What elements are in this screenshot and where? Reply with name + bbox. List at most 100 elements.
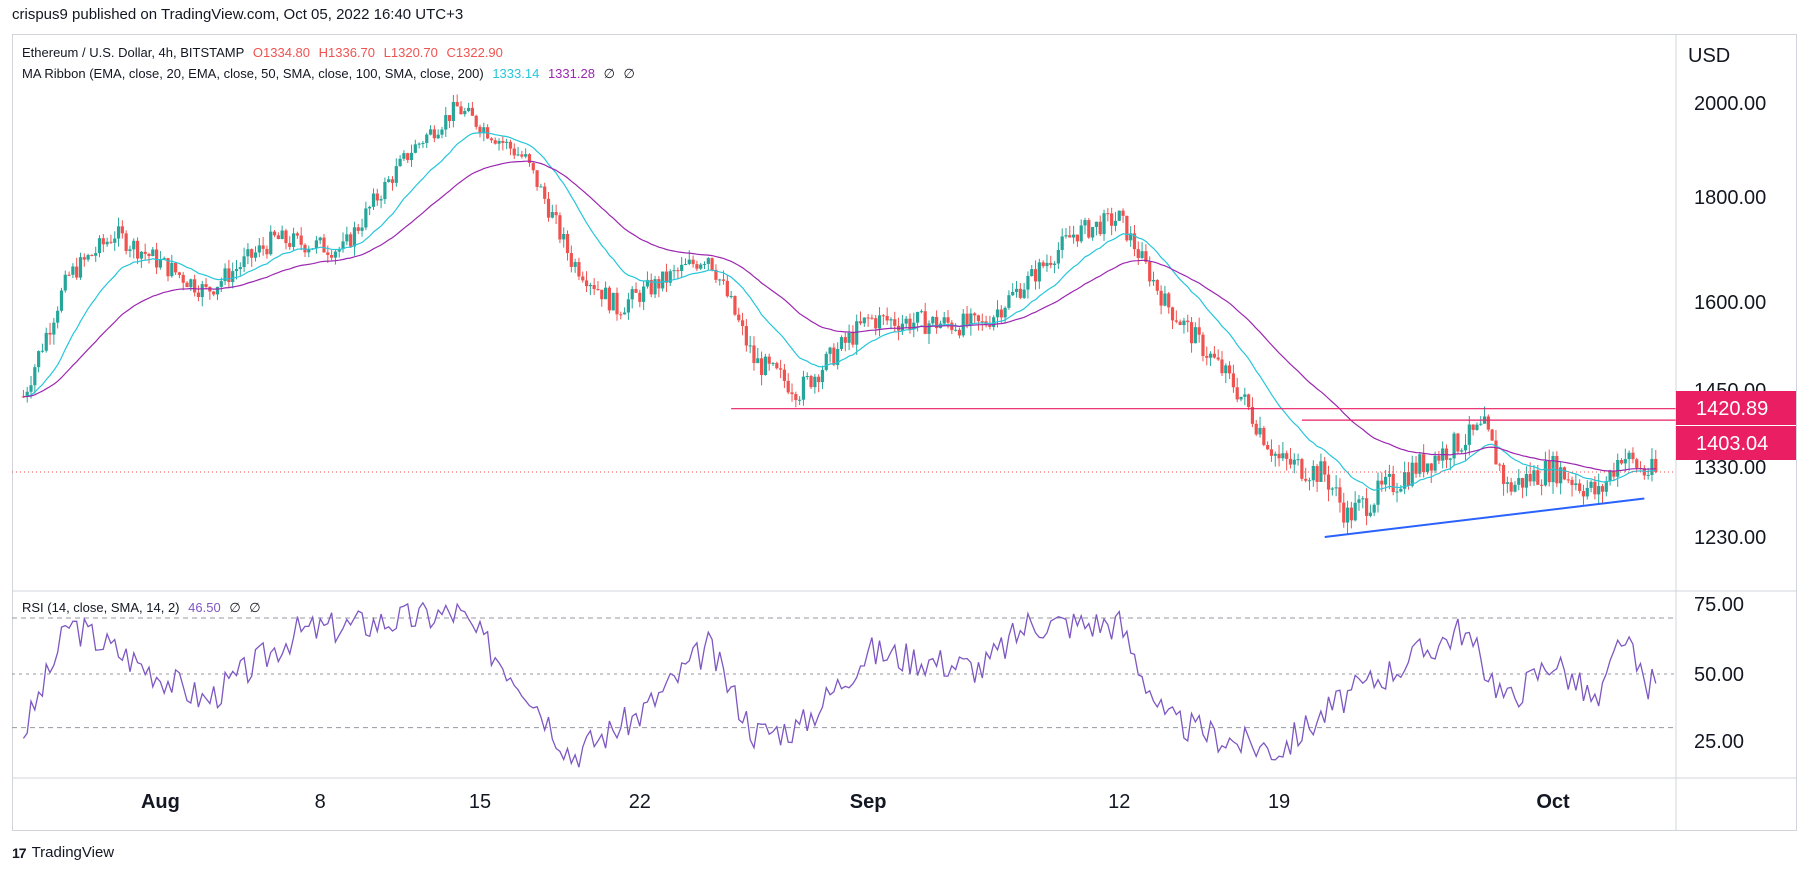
candle-body xyxy=(402,153,406,159)
candle-body xyxy=(1228,365,1232,374)
candle-body xyxy=(135,240,140,259)
candle-body xyxy=(170,262,174,277)
candle-body xyxy=(193,279,197,293)
candle-body xyxy=(1532,470,1536,482)
candle-body xyxy=(158,259,162,268)
rsi-label[interactable]: RSI (14, close, SMA, 14, 2) xyxy=(22,600,180,615)
candle-body xyxy=(1581,491,1586,497)
candle-body xyxy=(333,251,338,258)
candle-body xyxy=(832,347,836,365)
candle-body xyxy=(847,332,851,343)
candle-body xyxy=(1060,236,1064,250)
candle-body xyxy=(189,279,193,288)
tradingview-logo-icon[interactable]: 17 xyxy=(12,844,27,861)
candle-body xyxy=(1543,460,1548,486)
candle-body xyxy=(1155,279,1159,291)
candle-body xyxy=(124,233,128,251)
candle-body xyxy=(1178,321,1182,326)
candle-body xyxy=(1501,464,1506,484)
candle-body xyxy=(1307,480,1312,482)
candle-body xyxy=(976,315,981,322)
candle-body xyxy=(1612,470,1616,477)
candle-body xyxy=(1452,433,1456,459)
ma-ribbon-label[interactable]: MA Ribbon (EMA, close, 20, EMA, close, 5… xyxy=(22,66,484,81)
candle-body xyxy=(1403,472,1407,489)
candle-body xyxy=(634,289,638,293)
candle-body xyxy=(288,243,292,247)
candle-body xyxy=(1129,233,1133,241)
candle-body xyxy=(1254,423,1258,435)
candle-body xyxy=(1094,221,1099,227)
candle-body xyxy=(364,208,368,228)
candle-body xyxy=(946,317,950,323)
candle-body xyxy=(535,170,539,187)
candle-body xyxy=(508,141,513,149)
candle-body xyxy=(1593,481,1597,495)
candle-body xyxy=(139,251,143,259)
candle-body xyxy=(1384,476,1388,485)
candle-body xyxy=(828,347,832,354)
level-badge xyxy=(1676,426,1796,460)
candle-body xyxy=(1520,478,1525,488)
candle-body xyxy=(1159,290,1163,306)
ema20-value: 1333.14 xyxy=(492,66,540,81)
candle-body xyxy=(565,233,570,254)
candle-body xyxy=(59,290,64,311)
candle-body xyxy=(554,212,558,216)
rsi-tick-label: 50.00 xyxy=(1694,664,1744,686)
candle-body xyxy=(1064,235,1068,237)
footer-brand[interactable]: TradingView xyxy=(31,844,115,861)
candle-body xyxy=(75,266,79,278)
candle-body xyxy=(421,143,425,145)
candle-body xyxy=(855,321,859,345)
candle-body xyxy=(1041,262,1045,267)
candle-body xyxy=(1486,416,1490,430)
symbol-title[interactable]: Ethereum / U.S. Dollar, 4h, BITSTAMP xyxy=(22,45,245,60)
candle-body xyxy=(1018,288,1022,298)
candle-body xyxy=(714,269,718,280)
candle-body xyxy=(375,193,379,201)
candle-body xyxy=(177,272,182,275)
candle-body xyxy=(1087,220,1091,238)
candle-body xyxy=(1247,394,1251,407)
candle-body xyxy=(1566,479,1570,481)
candle-body xyxy=(1600,486,1605,492)
candle-body xyxy=(166,258,170,277)
candle-body xyxy=(185,282,189,288)
footer: 17 TradingView xyxy=(12,844,114,861)
candle-body xyxy=(885,315,889,321)
candle-body xyxy=(1410,462,1414,486)
candle-body xyxy=(1296,459,1300,461)
candle-body xyxy=(992,317,996,328)
candle-body xyxy=(444,115,448,130)
candle-body xyxy=(1654,458,1658,472)
candle-body xyxy=(257,245,261,253)
candle-body xyxy=(1372,504,1376,513)
time-tick-label: 8 xyxy=(315,791,326,813)
candle-body xyxy=(1045,262,1049,267)
candle-body xyxy=(615,292,619,315)
candle-body xyxy=(1619,460,1624,464)
candle-body xyxy=(1589,481,1593,488)
candle-body xyxy=(78,257,83,278)
chart-frame[interactable] xyxy=(12,34,1797,831)
candle-body xyxy=(763,356,767,376)
candle-body xyxy=(1418,454,1422,474)
candle-body xyxy=(649,279,653,295)
candle-body xyxy=(836,349,840,365)
candle-body xyxy=(1345,507,1350,523)
candle-body xyxy=(657,279,661,289)
candle-body xyxy=(820,369,825,383)
candle-body xyxy=(957,329,962,336)
candle-body xyxy=(200,284,204,298)
ohlc-high: H1336.70 xyxy=(318,45,376,60)
candle-body xyxy=(1608,470,1612,482)
candle-body xyxy=(413,144,417,153)
candle-body xyxy=(1574,483,1578,486)
sma100-value: ∅ xyxy=(603,66,615,81)
candle-body xyxy=(1616,460,1620,477)
candle-body xyxy=(238,267,242,270)
candle-body xyxy=(1144,251,1148,262)
candle-body xyxy=(1110,213,1114,226)
